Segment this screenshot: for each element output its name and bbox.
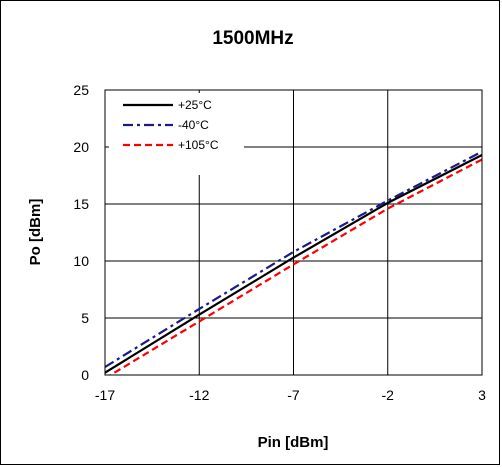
series-line-2: [108, 158, 482, 375]
legend-label-2: +105°C: [178, 138, 219, 152]
chart-title: 1500MHz: [212, 28, 293, 49]
legend: +25°C -40°C +105°C: [109, 93, 244, 175]
series-line-0: [105, 154, 482, 374]
series-line-1: [105, 150, 482, 368]
legend-label-1: -40°C: [178, 118, 209, 132]
y-axis-label: Po [dBm]: [27, 199, 44, 266]
x-tick-label: -12: [189, 387, 209, 403]
x-tick-label: -7: [287, 387, 300, 403]
series-layer: [105, 150, 482, 375]
x-tick-label: -17: [95, 387, 115, 403]
y-tick-label: 10: [73, 253, 89, 269]
y-tick-label: 20: [73, 139, 89, 155]
x-tick-label: 3: [478, 387, 486, 403]
y-tick-label: 15: [73, 196, 89, 212]
plot-area-border: [104, 89, 483, 376]
y-tick-label: 25: [73, 82, 89, 98]
x-tick-label: -2: [382, 387, 395, 403]
y-tick-label: 5: [81, 310, 89, 326]
x-axis-label: Pin [dBm]: [258, 434, 329, 451]
y-tick-label: 0: [81, 367, 89, 383]
legend-background: [109, 93, 244, 175]
legend-label-0: +25°C: [178, 98, 212, 112]
tick-layer: -17 -12 -7 -2 3 0 5 10 15 20 25: [73, 82, 486, 403]
